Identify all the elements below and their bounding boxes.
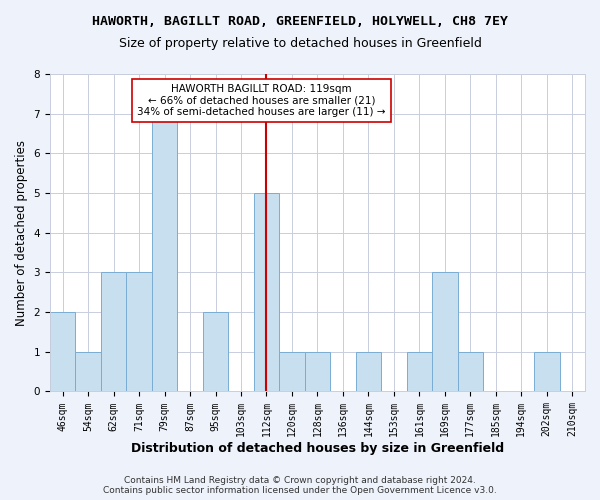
X-axis label: Distribution of detached houses by size in Greenfield: Distribution of detached houses by size … bbox=[131, 442, 504, 455]
Text: Contains HM Land Registry data © Crown copyright and database right 2024.
Contai: Contains HM Land Registry data © Crown c… bbox=[103, 476, 497, 495]
Bar bbox=[534, 352, 560, 392]
Text: HAWORTH BAGILLT ROAD: 119sqm
← 66% of detached houses are smaller (21)
34% of se: HAWORTH BAGILLT ROAD: 119sqm ← 66% of de… bbox=[137, 84, 386, 117]
Bar bbox=[203, 312, 228, 392]
Bar bbox=[432, 272, 458, 392]
Bar bbox=[305, 352, 330, 392]
Bar bbox=[407, 352, 432, 392]
Text: HAWORTH, BAGILLT ROAD, GREENFIELD, HOLYWELL, CH8 7EY: HAWORTH, BAGILLT ROAD, GREENFIELD, HOLYW… bbox=[92, 15, 508, 28]
Bar bbox=[279, 352, 305, 392]
Bar bbox=[356, 352, 381, 392]
Y-axis label: Number of detached properties: Number of detached properties bbox=[15, 140, 28, 326]
Bar bbox=[101, 272, 127, 392]
Bar bbox=[50, 312, 76, 392]
Bar bbox=[76, 352, 101, 392]
Bar bbox=[127, 272, 152, 392]
Bar bbox=[152, 114, 178, 392]
Bar bbox=[254, 193, 279, 392]
Text: Size of property relative to detached houses in Greenfield: Size of property relative to detached ho… bbox=[119, 38, 481, 51]
Bar bbox=[458, 352, 483, 392]
